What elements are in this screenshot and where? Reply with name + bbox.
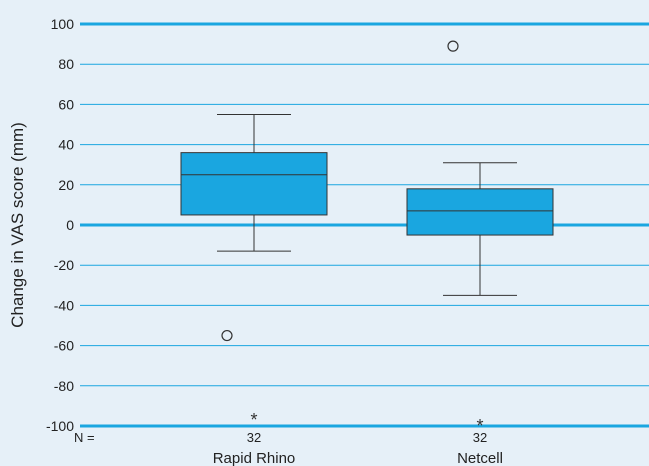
gridlines bbox=[80, 22, 649, 428]
y-tick-label: -60 bbox=[54, 338, 74, 354]
y-tick-label: 80 bbox=[58, 56, 74, 72]
box-group: * bbox=[406, 40, 554, 436]
outlier-point bbox=[221, 329, 233, 342]
extreme-point: * bbox=[250, 410, 257, 430]
y-tick-label: -80 bbox=[54, 378, 74, 394]
category-labels: 32 Rapid Rhino 32 Netcell bbox=[213, 430, 503, 466]
n-label: N = bbox=[74, 430, 95, 445]
boxes: * * bbox=[180, 40, 554, 436]
y-axis-title: Change in VAS score (mm) bbox=[8, 122, 27, 328]
outlier-point bbox=[447, 40, 459, 52]
y-tick-label: 60 bbox=[58, 96, 74, 112]
category-label: Netcell bbox=[457, 450, 503, 466]
y-tick-label: 100 bbox=[51, 16, 75, 32]
y-tick-label: 0 bbox=[66, 217, 74, 233]
y-tick-label: -40 bbox=[54, 297, 74, 313]
y-tick-label: -100 bbox=[46, 418, 74, 434]
box-group: * bbox=[180, 113, 328, 430]
category-label: Rapid Rhino bbox=[213, 450, 296, 466]
iqr-box bbox=[406, 188, 554, 236]
n-value: 32 bbox=[473, 430, 487, 445]
y-tick-labels: 100 80 60 40 20 0 -20 -40 -60 -80 -100 bbox=[46, 16, 74, 434]
extreme-point: * bbox=[476, 416, 483, 436]
iqr-box bbox=[180, 152, 328, 216]
y-tick-label: 20 bbox=[58, 177, 74, 193]
y-tick-label: 40 bbox=[58, 137, 74, 153]
n-value: 32 bbox=[247, 430, 261, 445]
y-tick-label: -20 bbox=[54, 257, 74, 273]
